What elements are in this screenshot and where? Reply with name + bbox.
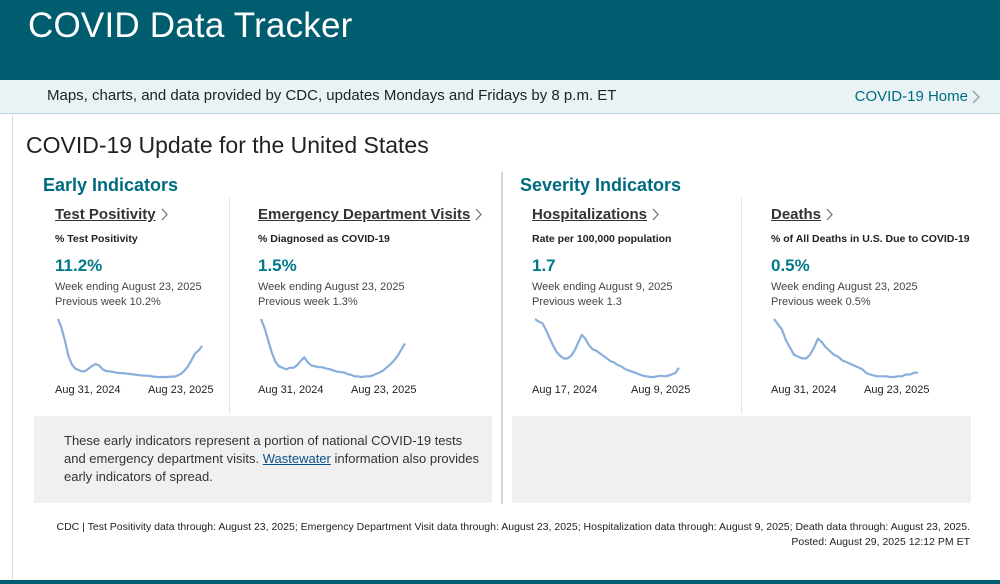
early-indicators-note: These early indicators represent a porti… xyxy=(34,416,492,503)
x-axis-start-label: Aug 31, 2024 xyxy=(258,384,324,396)
card-value: 0.5% xyxy=(771,256,810,275)
hospitalizations-card: Hospitalizations Rate per 100,000 popula… xyxy=(532,206,732,406)
card-previous: Previous week 0.5% xyxy=(771,296,871,308)
page-title: COVID-19 Update for the United States xyxy=(26,132,429,158)
x-axis-start-label: Aug 31, 2024 xyxy=(771,384,837,396)
covid-home-link[interactable]: COVID-19 Home xyxy=(855,88,980,105)
card-value: 1.5% xyxy=(258,256,297,275)
bottom-rule xyxy=(0,580,1000,584)
ed-visits-card: Emergency Department Visits % Diagnosed … xyxy=(258,206,490,406)
chevron-right-icon xyxy=(161,208,168,221)
info-bar: Maps, charts, and data provided by CDC, … xyxy=(0,80,1000,114)
site-header: COVID Data Tracker xyxy=(0,0,1000,80)
early-indicators-note-text: These early indicators represent a porti… xyxy=(64,432,484,486)
chevron-right-icon xyxy=(652,208,659,221)
x-axis-start-label: Aug 31, 2024 xyxy=(55,384,121,396)
x-axis-end-label: Aug 23, 2025 xyxy=(864,384,930,396)
hospitalizations-sparkline xyxy=(534,318,680,379)
note-text-after: information also provides early indicato… xyxy=(64,451,480,484)
ed-visits-sparkline xyxy=(259,318,406,379)
sparkline-trend-line xyxy=(534,318,680,379)
wastewater-link[interactable]: Wastewater xyxy=(262,451,331,466)
test-positivity-link[interactable]: Test Positivity xyxy=(55,206,220,223)
chevron-right-icon xyxy=(972,89,980,104)
content-panel xyxy=(12,115,1000,580)
card-divider xyxy=(229,198,230,414)
card-title: Emergency Department Visits xyxy=(258,206,471,223)
ed-visits-link[interactable]: Emergency Department Visits xyxy=(258,206,490,223)
info-bar-text: Maps, charts, and data provided by CDC, … xyxy=(47,87,617,104)
sparkline-trend-line xyxy=(259,318,406,379)
card-title: Hospitalizations xyxy=(532,206,648,223)
early-indicators-heading: Early Indicators xyxy=(43,175,179,195)
card-value: 1.7 xyxy=(532,256,556,275)
covid-home-link-label: COVID-19 Home xyxy=(854,88,968,105)
deaths-link[interactable]: Deaths xyxy=(771,206,976,223)
x-axis-end-label: Aug 9, 2025 xyxy=(631,384,691,396)
card-previous: Previous week 1.3 xyxy=(532,296,622,308)
deaths-sparkline xyxy=(773,318,918,379)
section-divider xyxy=(501,172,503,504)
card-week: Week ending August 23, 2025 xyxy=(258,281,405,293)
chevron-right-icon xyxy=(826,208,833,221)
card-previous: Previous week 1.3% xyxy=(258,296,358,308)
data-source-footer: CDC | Test Positivity data through: Augu… xyxy=(40,520,970,550)
deaths-card: Deaths % of All Deaths in U.S. Due to CO… xyxy=(771,206,976,406)
site-title: COVID Data Tracker xyxy=(28,6,353,45)
posted-timestamp: Posted: August 29, 2025 12:12 PM ET xyxy=(791,536,970,548)
card-week: Week ending August 23, 2025 xyxy=(771,281,918,293)
card-subtitle: Rate per 100,000 population xyxy=(532,233,672,245)
card-subtitle: % Diagnosed as COVID-19 xyxy=(258,233,390,245)
x-axis-end-label: Aug 23, 2025 xyxy=(148,384,214,396)
x-axis-start-label: Aug 17, 2024 xyxy=(532,384,598,396)
card-title: Deaths xyxy=(771,206,822,223)
note-text-before: These early indicators represent a porti… xyxy=(64,433,463,466)
card-title: Test Positivity xyxy=(55,206,156,223)
card-week: Week ending August 9, 2025 xyxy=(532,281,673,293)
card-subtitle: % Test Positivity xyxy=(55,233,138,245)
data-source-text: CDC | Test Positivity data through: Augu… xyxy=(56,521,970,533)
card-divider xyxy=(741,198,742,414)
sparkline-trend-line xyxy=(56,318,203,379)
card-previous: Previous week 10.2% xyxy=(55,296,161,308)
test-positivity-card: Test Positivity % Test Positivity 11.2% … xyxy=(55,206,220,406)
hospitalizations-link[interactable]: Hospitalizations xyxy=(532,206,732,223)
severity-indicators-note xyxy=(512,416,971,503)
sparkline-trend-line xyxy=(773,318,918,379)
test-positivity-sparkline xyxy=(56,318,203,379)
card-subtitle: % of All Deaths in U.S. Due to COVID-19 xyxy=(771,233,970,245)
severity-indicators-heading: Severity Indicators xyxy=(520,175,682,195)
card-week: Week ending August 23, 2025 xyxy=(55,281,202,293)
card-value: 11.2% xyxy=(55,256,103,275)
chevron-right-icon xyxy=(475,208,483,221)
x-axis-end-label: Aug 23, 2025 xyxy=(351,384,417,396)
